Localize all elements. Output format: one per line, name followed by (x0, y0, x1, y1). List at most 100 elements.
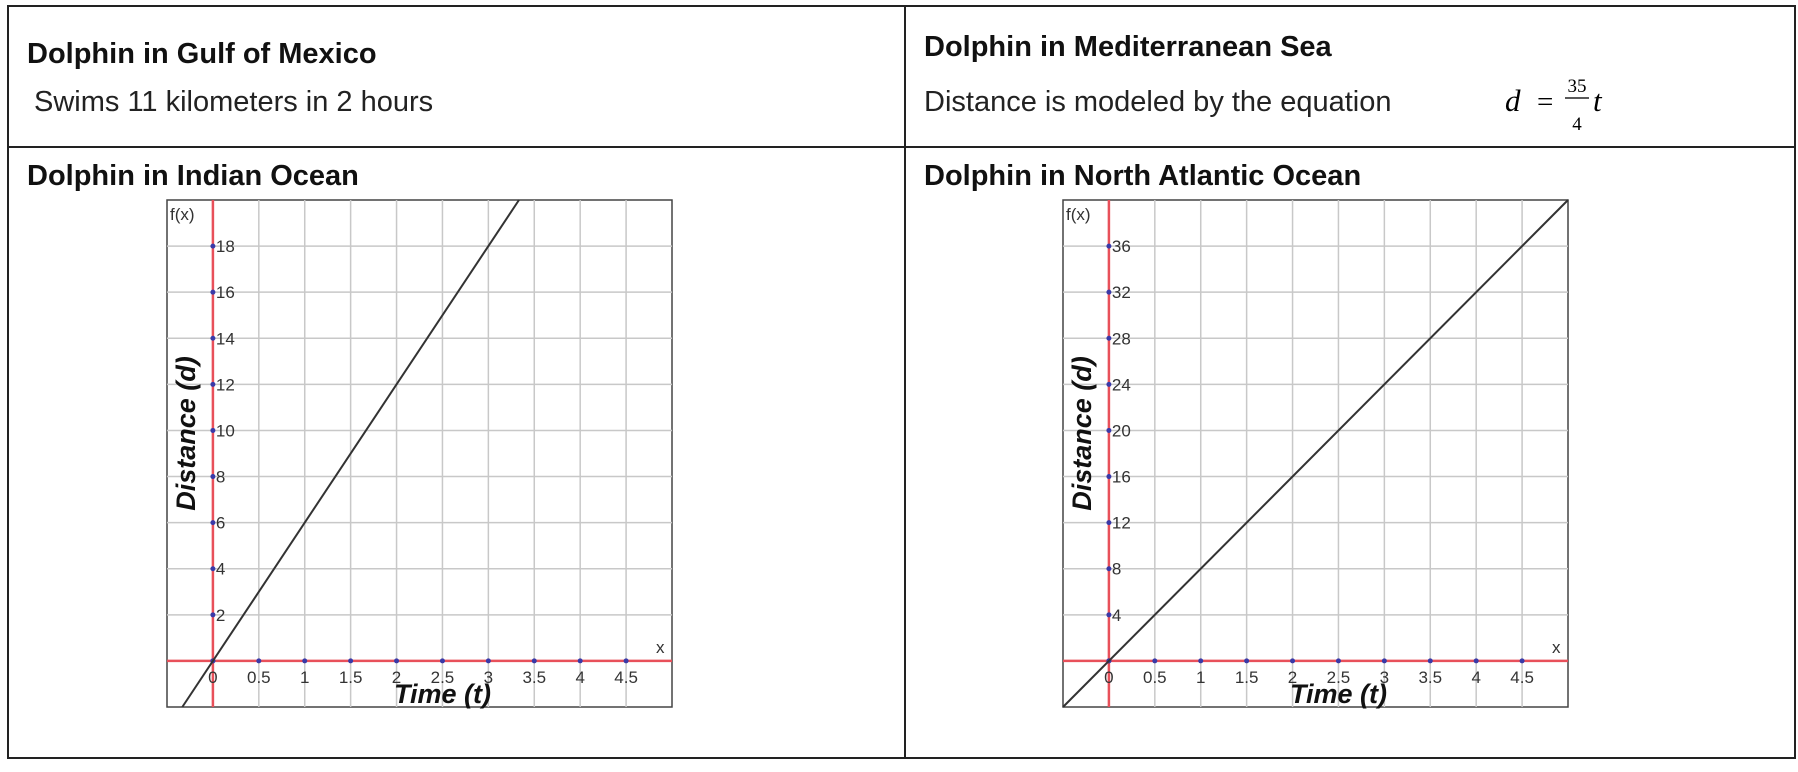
equation-denominator: 4 (1572, 114, 1582, 135)
x-tick-label: 2 (392, 668, 401, 687)
x-axis-title: Time (t) (1290, 679, 1387, 709)
tick-mark (1335, 658, 1341, 664)
tick-mark (210, 289, 216, 295)
y-tick-label: 24 (1112, 375, 1131, 394)
tick-mark (439, 658, 445, 664)
plot-area (166, 199, 673, 708)
tick-mark (210, 566, 216, 572)
tick-mark (623, 658, 629, 664)
y-tick-label: 8 (216, 468, 225, 487)
tick-mark (531, 658, 537, 664)
x-tick-label: 3.5 (1418, 668, 1442, 687)
cell-text: Swims 11 kilometers in 2 hours (34, 86, 433, 118)
chart: 0 0.5 1 1.5 2 2.5 3 3.5 4 4.5 2 4 6 8 10 12 14 16 18 f(x) x T… (166, 199, 673, 709)
x-tick-label: 1.5 (1235, 668, 1259, 687)
tick-mark (210, 427, 216, 433)
tick-mark (1106, 243, 1112, 249)
tick-mark (1290, 658, 1296, 664)
y-tick-label: 12 (1112, 514, 1131, 533)
x-tick-label: 1 (300, 668, 309, 687)
y-tick-label: 28 (1112, 329, 1131, 348)
x-tick-label: 3 (1380, 668, 1389, 687)
x-tick-label: 2 (1288, 668, 1297, 687)
x-tick-label: 0 (208, 668, 217, 687)
y-tick-label: 10 (216, 421, 235, 440)
x-axis-title: Time (t) (394, 679, 491, 709)
tick-mark (210, 335, 216, 341)
y-tick-label: 16 (216, 283, 235, 302)
x-axis-name: x (656, 638, 665, 657)
tick-mark (1106, 520, 1112, 526)
x-tick-label: 0.5 (247, 668, 271, 687)
cell-title: Dolphin in Mediterranean Sea (924, 31, 1333, 63)
x-axis-name: x (1552, 638, 1561, 657)
cell-text: Distance is modeled by the equation (924, 86, 1392, 118)
y-tick-label: 4 (1112, 606, 1121, 625)
x-tick-label: 4.5 (614, 668, 638, 687)
tick-mark (1106, 381, 1112, 387)
tick-mark (348, 658, 354, 664)
y-tick-label: 4 (216, 560, 225, 579)
tick-mark (394, 658, 400, 664)
function-line (1062, 199, 1569, 708)
y-tick-label: 8 (1112, 560, 1121, 579)
tick-mark (1473, 658, 1479, 664)
tick-mark (302, 658, 308, 664)
tick-mark (210, 243, 216, 249)
y-axis-title: Distance (d) (1067, 356, 1097, 511)
tick-mark (210, 474, 216, 480)
x-tick-label: 4 (1471, 668, 1480, 687)
table-border (7, 5, 1796, 759)
y-tick-label: 32 (1112, 283, 1131, 302)
tick-mark (1381, 658, 1387, 664)
chart: 0 0.5 1 1.5 2 2.5 3 3.5 4 4.5 4 8 12 16 20 24 28 32 36 f(x)… (1062, 199, 1569, 709)
y-tick-label: 20 (1112, 421, 1131, 440)
y-tick-label: 18 (216, 237, 235, 256)
y-axis-name: f(x) (170, 205, 195, 224)
tick-mark (485, 658, 491, 664)
equation-relation: = (1537, 86, 1553, 118)
equation-variable: t (1593, 83, 1603, 118)
cell-title: Dolphin in Indian Ocean (27, 160, 359, 192)
tick-mark (1106, 566, 1112, 572)
tick-mark (1427, 658, 1433, 664)
x-tick-label: 1.5 (339, 668, 363, 687)
tick-mark (1106, 612, 1112, 618)
tick-mark (1106, 474, 1112, 480)
tick-mark (1198, 658, 1204, 664)
tick-mark (1244, 658, 1250, 664)
tick-mark (1106, 335, 1112, 341)
tick-mark (210, 520, 216, 526)
cell-title: Dolphin in North Atlantic Ocean (924, 160, 1361, 192)
tick-mark (256, 658, 262, 664)
tick-mark (1519, 658, 1525, 664)
x-tick-label: 2.5 (1327, 668, 1351, 687)
equation-numerator: 35 (1568, 76, 1587, 97)
y-tick-label: 12 (216, 375, 235, 394)
tick-mark (210, 612, 216, 618)
equation-variable: d (1505, 83, 1521, 118)
function-line (181, 199, 520, 708)
x-tick-label: 1 (1196, 668, 1205, 687)
x-tick-label: 3.5 (522, 668, 546, 687)
y-tick-label: 6 (216, 514, 225, 533)
tick-mark (210, 381, 216, 387)
y-tick-label: 36 (1112, 237, 1131, 256)
tick-mark (577, 658, 583, 664)
y-axis-title: Distance (d) (171, 356, 201, 511)
tick-mark (1106, 427, 1112, 433)
tick-mark (1106, 289, 1112, 295)
x-tick-label: 0 (1104, 668, 1113, 687)
y-tick-label: 16 (1112, 468, 1131, 487)
table-borders (7, 5, 1796, 759)
x-tick-label: 4.5 (1510, 668, 1534, 687)
y-axis-name: f(x) (1066, 205, 1091, 224)
cell-title: Dolphin in Gulf of Mexico (27, 38, 377, 70)
x-tick-label: 4 (575, 668, 584, 687)
x-tick-label: 3 (484, 668, 493, 687)
x-tick-label: 2.5 (431, 668, 455, 687)
y-tick-label: 14 (216, 329, 235, 348)
tick-mark (1152, 658, 1158, 664)
x-tick-label: 0.5 (1143, 668, 1167, 687)
